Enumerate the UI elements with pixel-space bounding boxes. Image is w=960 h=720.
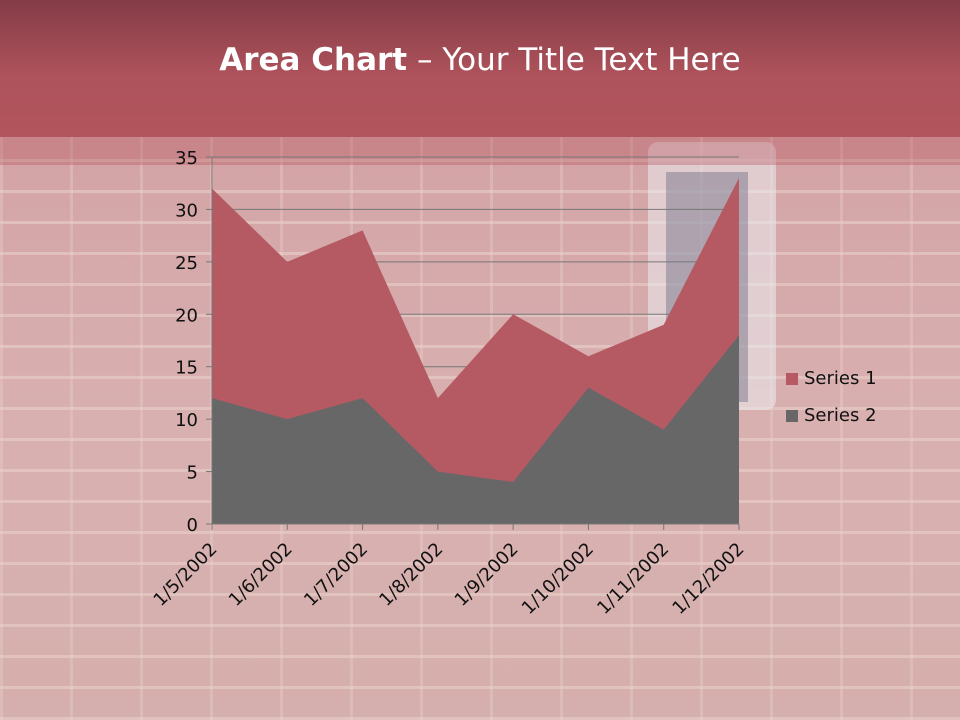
- y-tick-label: 10: [175, 410, 198, 431]
- y-tick-label: 0: [187, 515, 198, 536]
- area-series-2: [212, 335, 739, 524]
- banner-strip: [0, 137, 960, 165]
- x-tick-label: 1/7/2002: [300, 539, 372, 611]
- title-banner: [0, 0, 960, 137]
- x-tick-label: 1/6/2002: [225, 539, 297, 611]
- y-tick-label: 30: [175, 200, 198, 221]
- y-tick-label: 15: [175, 358, 198, 379]
- y-tick-label: 35: [175, 148, 198, 169]
- x-tick-label: 1/5/2002: [150, 539, 222, 611]
- y-tick-label: 5: [187, 463, 198, 484]
- x-tick-label: 1/11/2002: [593, 539, 673, 619]
- legend: Series 1 Series 2: [786, 360, 877, 434]
- x-tick-label: 1/9/2002: [451, 539, 523, 611]
- slide-title: Area Chart – Your Title Text Here: [0, 42, 960, 78]
- x-tick-label: 1/8/2002: [375, 539, 447, 611]
- y-tick-label: 25: [175, 253, 198, 274]
- title-rest: – Your Title Text Here: [407, 42, 741, 78]
- legend-item-series-1: Series 1: [786, 360, 877, 397]
- legend-swatch: [786, 409, 798, 422]
- legend-swatch: [786, 372, 798, 385]
- legend-label: Series 1: [804, 368, 877, 389]
- x-tick-label: 1/12/2002: [668, 539, 748, 619]
- y-tick-label: 20: [175, 305, 198, 326]
- legend-item-series-2: Series 2: [786, 397, 877, 434]
- title-bold: Area Chart: [219, 42, 408, 78]
- x-tick-label: 1/10/2002: [518, 539, 598, 619]
- legend-label: Series 2: [804, 405, 877, 426]
